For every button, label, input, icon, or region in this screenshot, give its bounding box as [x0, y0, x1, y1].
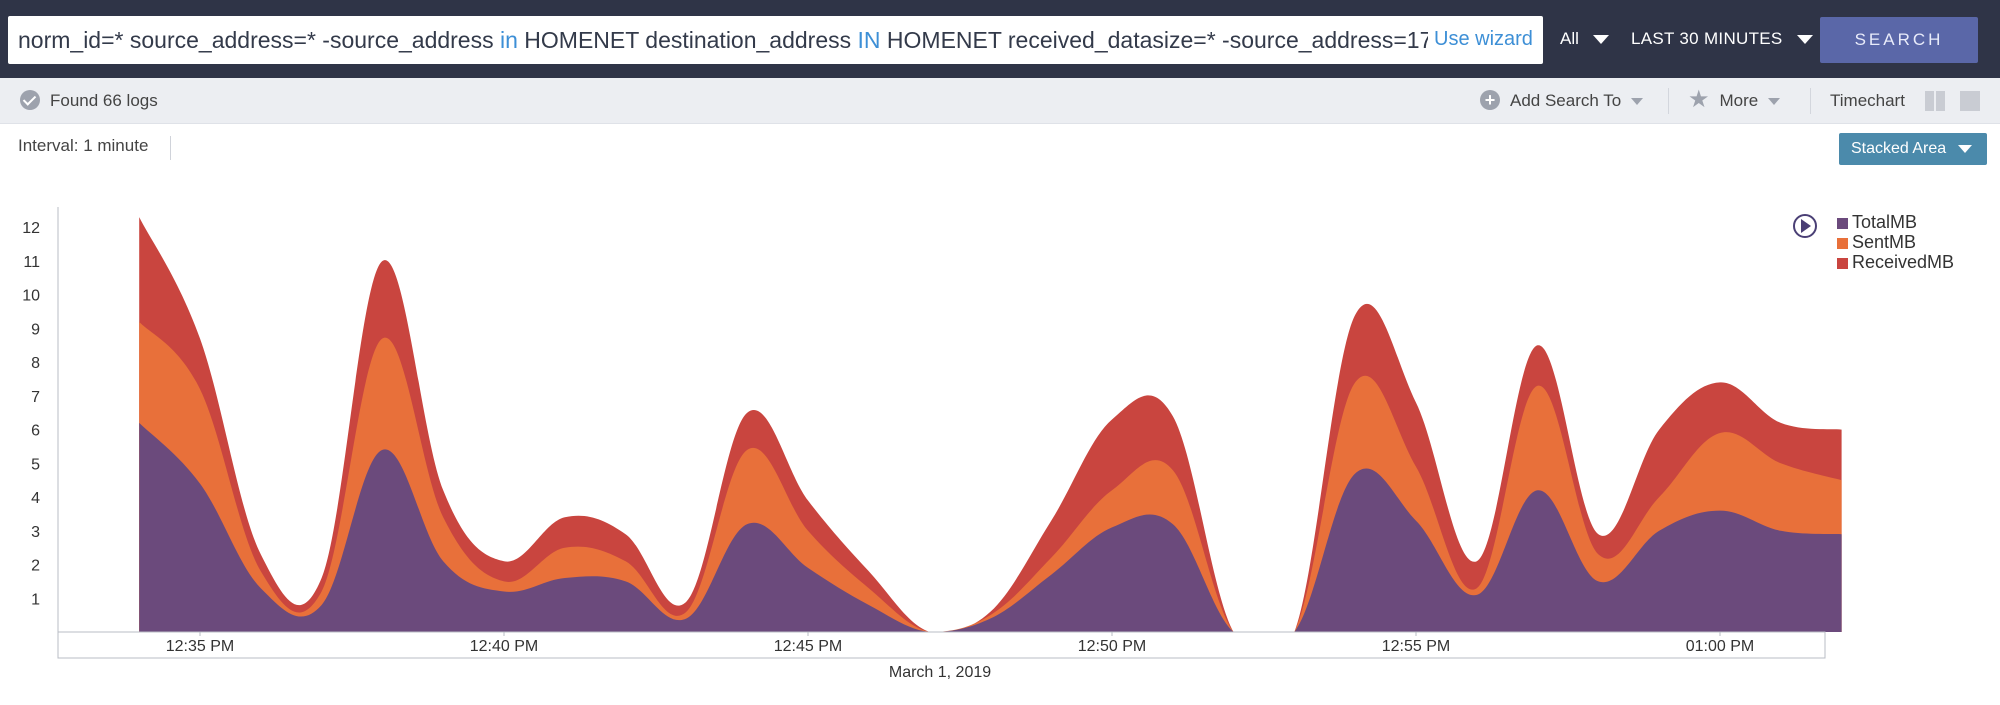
legend-label-receivedmb: ReceivedMB	[1852, 252, 1954, 272]
query-keyword: in	[500, 27, 518, 53]
chevron-down-icon	[1768, 98, 1781, 106]
area-series-totalmb	[139, 422, 1842, 632]
split-view-icon[interactable]	[1925, 91, 1945, 111]
y-tick-label: 9	[31, 321, 40, 338]
y-tick-label: 5	[31, 456, 40, 473]
found-logs-status: Found 66 logs	[20, 78, 158, 124]
legend-swatch	[1837, 258, 1848, 269]
y-tick-label: 6	[31, 423, 40, 440]
search-header: norm_id=* source_address=* -source_addre…	[0, 0, 2000, 78]
y-tick-label: 3	[31, 524, 40, 541]
query-input-box[interactable]: norm_id=* source_address=* -source_addre…	[8, 16, 1543, 64]
found-logs-label: Found 66 logs	[50, 91, 158, 110]
toolbar-divider	[1668, 88, 1669, 114]
results-toolbar: Found 66 logs + Add Search To ★ More Timec…	[0, 78, 2000, 124]
repo-scope-dropdown[interactable]: All	[1560, 22, 1609, 56]
play-icon-circle	[1793, 214, 1817, 238]
add-search-to-button[interactable]: + Add Search To	[1480, 78, 1644, 124]
use-wizard-link[interactable]: Use wizard	[1434, 28, 1533, 50]
chart-mode-dropdown[interactable]: Stacked Area	[1839, 133, 1987, 165]
legend-swatch	[1837, 218, 1848, 229]
chevron-down-icon	[1796, 35, 1813, 45]
add-search-to-label: Add Search To	[1510, 91, 1622, 110]
star-icon: ★	[1688, 85, 1710, 113]
chevron-down-icon	[1592, 35, 1609, 45]
time-range-label: LAST 30 MINUTES	[1631, 29, 1783, 48]
x-axis-box	[57, 631, 1826, 659]
x-tick-label: 12:55 PM	[1382, 638, 1450, 655]
x-tick-label: 12:40 PM	[470, 638, 538, 655]
time-range-dropdown[interactable]: LAST 30 MINUTES	[1631, 22, 1813, 56]
timechart-label: Timechart	[1830, 91, 1905, 110]
x-tick-label: 12:35 PM	[166, 638, 234, 655]
y-tick-label: 8	[31, 355, 40, 372]
x-tick-label: 12:50 PM	[1078, 638, 1146, 655]
x-axis-label: March 1, 2019	[889, 664, 991, 681]
legend-label-totalmb: TotalMB	[1852, 212, 1917, 232]
play-icon-triangle	[1801, 219, 1811, 233]
chart-mode-label: Stacked Area	[1851, 140, 1947, 157]
query-term: norm_id=* source_address=* -source_addre…	[18, 27, 500, 53]
y-tick-label: 10	[22, 288, 40, 305]
interval-label: Interval: 1 minute	[18, 136, 149, 155]
x-tick-label: 12:45 PM	[774, 638, 842, 655]
more-button[interactable]: ★ More	[1688, 78, 1781, 124]
toolbar-divider	[1810, 88, 1811, 114]
query-term: HOMENET received_datasize=* -source_addr…	[880, 27, 1428, 53]
x-tick-label: 01:00 PM	[1686, 638, 1754, 655]
repo-scope-label: All	[1560, 29, 1579, 48]
y-tick-label: 2	[31, 558, 40, 575]
chevron-down-icon	[1631, 98, 1644, 106]
interval-divider	[170, 136, 171, 160]
y-tick-label: 1	[31, 591, 40, 608]
search-query-input[interactable]: norm_id=* source_address=* -source_addre…	[18, 16, 1428, 64]
search-button[interactable]: SEARCH	[1820, 17, 1978, 63]
legend-label-sentmb: SentMB	[1852, 232, 1916, 252]
single-view-icon[interactable]	[1960, 91, 1980, 111]
query-keyword: IN	[857, 27, 881, 53]
more-label: More	[1719, 91, 1759, 110]
y-tick-label: 12	[22, 220, 40, 237]
plus-circle-icon: +	[1480, 89, 1500, 110]
y-tick-label: 7	[31, 389, 40, 406]
chevron-down-icon	[1958, 144, 1973, 153]
y-tick-label: 11	[23, 254, 40, 271]
legend-swatch	[1837, 238, 1848, 249]
y-tick-label: 4	[31, 490, 40, 507]
legend-play-icon	[1793, 214, 1817, 238]
check-circle-icon	[20, 89, 40, 110]
query-term: HOMENET destination_address	[517, 27, 858, 53]
